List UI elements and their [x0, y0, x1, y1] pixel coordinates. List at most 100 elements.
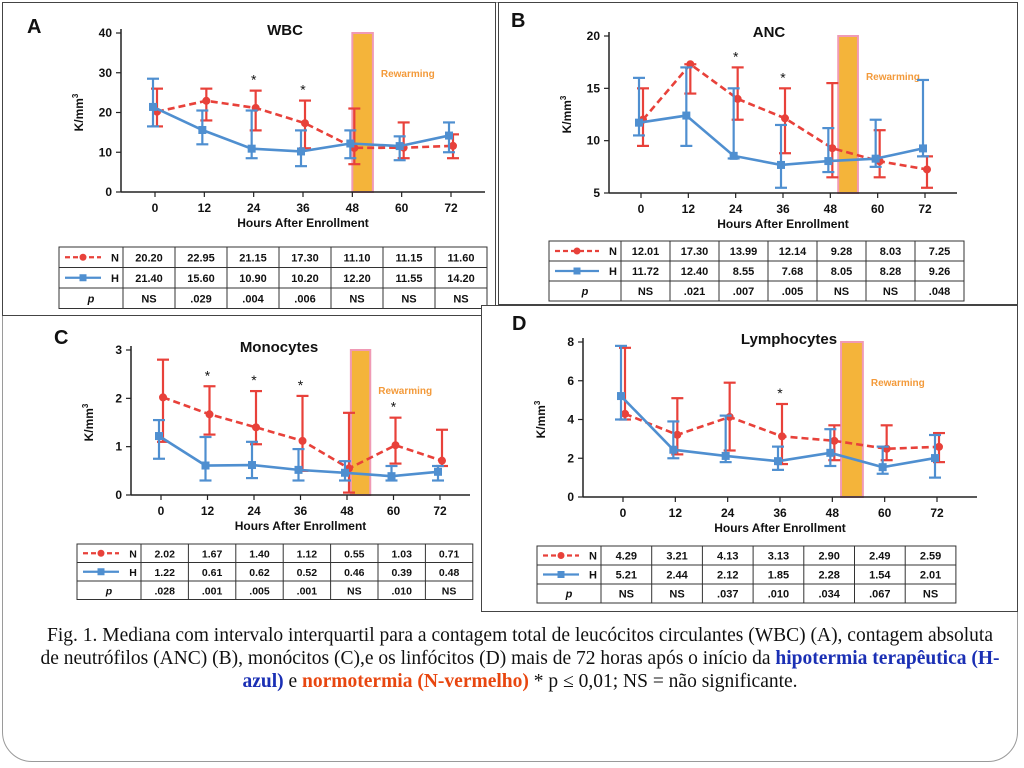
caption-text-2: e — [283, 671, 303, 692]
data-point — [391, 441, 400, 450]
series-h — [147, 77, 455, 168]
data-point — [878, 463, 887, 472]
y-tick-label: 10 — [587, 134, 601, 148]
data-point — [298, 436, 307, 445]
table-cell: .037 — [717, 589, 738, 601]
caption-hypothermia: hipotermia terapêutica (H-azul) — [242, 648, 1000, 692]
rewarming-label: Rewarming — [378, 386, 432, 397]
table-cell: 20.20 — [135, 252, 163, 264]
table-cell: .034 — [818, 589, 840, 601]
table-cell: NS — [669, 589, 684, 601]
y-tick-label: 1 — [115, 440, 122, 454]
significance-asterisk: * — [251, 372, 257, 388]
data-point — [201, 461, 210, 470]
x-tick-label: 12 — [682, 202, 696, 216]
series-h — [153, 418, 444, 482]
data-point — [826, 448, 835, 457]
data-point — [729, 151, 738, 160]
y-tick-label: 0 — [115, 488, 122, 502]
table-cell: .029 — [190, 293, 211, 305]
legend-entry: H — [111, 273, 119, 285]
data-point — [434, 467, 442, 476]
data-point — [919, 144, 927, 153]
legend-entry: N — [129, 548, 137, 560]
data-point — [248, 461, 256, 470]
y-tick-label: 30 — [99, 66, 113, 80]
data-point — [778, 432, 786, 441]
table-cell: 2.90 — [818, 551, 839, 563]
y-tick-label: 15 — [587, 81, 601, 95]
data-table: N 12.01 17.30 13.99 12.14 9.28 8.03 7.25 H 11.72 1… — [548, 240, 965, 302]
data-point — [341, 468, 349, 477]
table-cell: 13.99 — [730, 246, 758, 258]
y-axis-label: K/mm3 — [559, 95, 574, 133]
y-tick-label: 8 — [567, 335, 574, 349]
table-cell: NS — [347, 585, 362, 597]
table-row-label: p — [105, 585, 113, 597]
y-tick-label: 20 — [99, 106, 113, 120]
x-tick-label: 60 — [878, 506, 892, 520]
x-tick-label: 12 — [198, 201, 212, 215]
x-tick-label: 0 — [152, 201, 159, 215]
panel-letter: A — [27, 16, 41, 38]
table-cell: 0.52 — [297, 567, 318, 579]
data-point — [781, 114, 789, 123]
x-tick-label: 36 — [294, 504, 308, 518]
legend-marker — [557, 552, 565, 559]
x-axis-label: Hours After Enrollment — [237, 216, 369, 230]
legend-marker — [557, 571, 565, 578]
data-point — [294, 465, 303, 474]
data-point — [445, 131, 453, 140]
table-cell: .021 — [684, 286, 705, 298]
y-axis-label-main: K/mm — [72, 98, 86, 131]
table-row-label: p — [581, 286, 589, 298]
x-tick-label: 24 — [247, 504, 261, 518]
legend-entry: N — [609, 246, 617, 258]
data-point — [252, 423, 260, 432]
data-table: N 2.02 1.67 1.40 1.12 0.55 1.03 0.71 H 1.22 0.61 0.… — [76, 543, 474, 600]
table-cell: 12.01 — [632, 246, 660, 258]
table-cell: .001 — [297, 585, 318, 597]
y-axis-label-sup: 3 — [81, 403, 90, 408]
legend-marker — [97, 568, 105, 576]
legend-entry: H — [589, 570, 597, 582]
panel-c-monocytes: C Monocytes Rewarming 0 1 2 3 0 12 24 36 48 60 72 Hour… — [30, 318, 480, 610]
rewarming-band — [840, 341, 864, 498]
table-cell: NS — [453, 293, 468, 305]
x-tick-label: 48 — [826, 506, 840, 520]
table-cell: NS — [834, 286, 849, 298]
table-row-label: p — [565, 589, 573, 601]
data-point — [828, 144, 837, 153]
data-point — [725, 412, 734, 421]
panel-a-wbc: A WBC Rewarming 0 10 20 30 40 0 12 24 36 48 60 72 Hours… — [2, 2, 496, 316]
table-cell: 2.28 — [818, 570, 839, 582]
x-axis-label: Hours After Enrollment — [714, 521, 846, 535]
chart-title: WBC — [267, 22, 303, 39]
series-h — [615, 344, 941, 479]
table-cell: 8.28 — [880, 266, 901, 278]
table-cell: 8.55 — [733, 266, 754, 278]
x-tick-label: 36 — [773, 506, 787, 520]
data-point — [387, 472, 396, 481]
table-cell: 12.20 — [343, 273, 371, 285]
panel-b-anc: B ANC Rewarming 5 10 15 20 0 12 24 36 48 60 72 Hours A… — [498, 2, 1018, 305]
table-cell: 11.60 — [448, 252, 475, 264]
data-point — [202, 96, 211, 105]
legend-entry: H — [609, 266, 617, 278]
table-cell: 21.15 — [239, 252, 267, 264]
y-axis-label-main: K/mm — [534, 405, 548, 438]
rewarming-label: Rewarming — [871, 378, 925, 389]
y-axis-label-sup: 3 — [71, 93, 80, 98]
table-border — [58, 246, 488, 309]
y-tick-label: 40 — [99, 26, 113, 40]
x-tick-label: 48 — [340, 504, 354, 518]
y-axis-label: K/mm3 — [533, 400, 548, 438]
table-cell: 14.20 — [447, 273, 475, 285]
y-axis-label-main: K/mm — [560, 100, 574, 133]
table-cell: 0.71 — [439, 548, 460, 560]
table-cell: 0.46 — [344, 567, 365, 579]
table-cell: 7.68 — [782, 266, 803, 278]
table-cell: 11.15 — [396, 252, 423, 264]
y-tick-label: 4 — [567, 413, 574, 427]
